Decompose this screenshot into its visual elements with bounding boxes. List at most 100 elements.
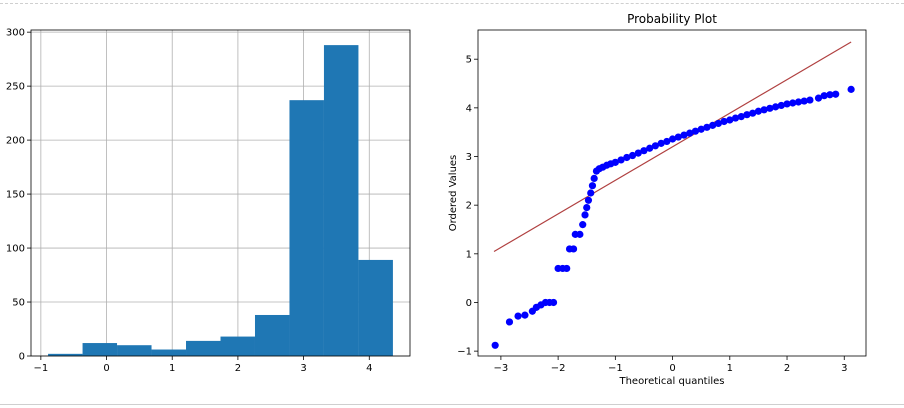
data-point bbox=[646, 144, 654, 152]
histogram-bar bbox=[254, 314, 290, 356]
chart-title: Probability Plot bbox=[627, 12, 717, 26]
bottom-divider bbox=[0, 404, 904, 405]
x-tick-label: −1 bbox=[608, 363, 623, 374]
plot-frame bbox=[477, 29, 867, 357]
data-point bbox=[832, 90, 840, 98]
data-point bbox=[783, 100, 791, 108]
histogram-bars bbox=[48, 45, 393, 357]
data-point bbox=[657, 139, 665, 147]
data-point bbox=[521, 311, 529, 319]
y-tick-label: 4 bbox=[466, 103, 472, 114]
data-point bbox=[491, 341, 499, 349]
histogram-bar bbox=[323, 45, 359, 357]
data-point bbox=[800, 97, 808, 105]
data-point bbox=[737, 113, 745, 121]
histogram-bar bbox=[48, 353, 83, 356]
x-tick-label: 1 bbox=[727, 363, 733, 374]
data-point bbox=[794, 98, 803, 106]
x-tick-label: 2 bbox=[235, 363, 241, 374]
y-tick-label: 250 bbox=[6, 82, 25, 93]
data-point bbox=[680, 131, 688, 139]
data-point bbox=[691, 127, 700, 135]
x-tick-label: 4 bbox=[366, 363, 372, 374]
data-point bbox=[720, 117, 728, 126]
y-tick-label: −1 bbox=[457, 347, 472, 358]
y-axis-label: Ordered Values bbox=[448, 155, 459, 232]
data-point bbox=[709, 121, 717, 129]
data-point bbox=[617, 156, 625, 164]
data-point bbox=[611, 158, 619, 166]
plot-frame bbox=[30, 29, 411, 357]
data-point bbox=[628, 151, 637, 160]
data-point bbox=[514, 312, 522, 320]
data-point bbox=[777, 101, 785, 110]
data-point bbox=[549, 298, 558, 307]
data-point bbox=[771, 103, 780, 111]
y-tick-label: 5 bbox=[466, 55, 472, 66]
histogram-bar bbox=[358, 259, 393, 356]
data-point bbox=[576, 230, 584, 238]
chart-1-frame: −3 −2 −1 0 1 2 3 −1 0 1 2 3 4 5 Probability Plot Theore… bbox=[448, 12, 867, 387]
data-point bbox=[749, 109, 757, 117]
data-point bbox=[826, 91, 834, 99]
data-point bbox=[806, 96, 814, 104]
y-tick-label: 0 bbox=[19, 352, 25, 363]
data-point bbox=[640, 147, 648, 155]
fit-line bbox=[493, 41, 852, 253]
x-tick-label: 3 bbox=[841, 363, 847, 374]
x-axis-label: Theoretical quantiles bbox=[618, 376, 724, 387]
data-point bbox=[766, 104, 774, 112]
data-point bbox=[697, 125, 705, 133]
data-point bbox=[587, 189, 595, 197]
data-point bbox=[590, 174, 598, 183]
histogram-bar bbox=[117, 345, 152, 356]
data-point bbox=[634, 149, 642, 157]
histogram-bar bbox=[186, 340, 221, 356]
x-tick-label: 3 bbox=[300, 363, 306, 374]
y-tick-label: 0 bbox=[466, 298, 472, 309]
histogram-bar bbox=[151, 349, 187, 356]
y-tick-label: 50 bbox=[12, 298, 25, 309]
top-divider bbox=[0, 3, 904, 4]
data-point bbox=[714, 119, 722, 128]
data-point bbox=[584, 196, 593, 204]
data-point bbox=[563, 264, 571, 273]
histogram-bar bbox=[289, 100, 324, 357]
y-tick-label: 150 bbox=[6, 190, 25, 201]
data-point bbox=[760, 106, 768, 114]
histogram-bar bbox=[82, 343, 118, 356]
x-tick-label: 1 bbox=[169, 363, 175, 374]
x-tick-label: 0 bbox=[669, 363, 675, 374]
data-point bbox=[847, 85, 855, 93]
probability-points bbox=[491, 85, 855, 349]
data-point bbox=[588, 182, 597, 190]
x-tick-label: −2 bbox=[551, 363, 566, 374]
data-point bbox=[668, 135, 677, 143]
y-tick-label: 300 bbox=[6, 28, 25, 39]
data-point bbox=[663, 137, 671, 146]
data-point bbox=[674, 133, 682, 141]
data-point bbox=[583, 203, 591, 212]
histogram-bar bbox=[220, 336, 255, 356]
data-point bbox=[731, 114, 740, 122]
y-tick-label: 1 bbox=[466, 249, 472, 260]
x-tick-label: −1 bbox=[33, 363, 48, 374]
data-point bbox=[505, 318, 514, 326]
data-point bbox=[651, 142, 660, 150]
data-point bbox=[789, 99, 797, 107]
data-point bbox=[581, 211, 589, 219]
chart-0-frame: −1 0 1 2 3 4 0 50 100 150 200 250 300 bbox=[6, 28, 411, 374]
y-tick-label: 2 bbox=[466, 201, 472, 212]
y-tick-label: 3 bbox=[466, 152, 472, 163]
y-tick-label: 100 bbox=[6, 244, 25, 255]
y-tick-label: 200 bbox=[6, 136, 25, 147]
data-point bbox=[754, 107, 763, 115]
data-point bbox=[814, 94, 823, 102]
data-point bbox=[743, 111, 751, 119]
data-point bbox=[820, 92, 828, 100]
x-tick-label: 2 bbox=[784, 363, 790, 374]
data-point bbox=[686, 129, 694, 137]
data-point bbox=[569, 245, 578, 253]
data-point bbox=[703, 123, 711, 131]
